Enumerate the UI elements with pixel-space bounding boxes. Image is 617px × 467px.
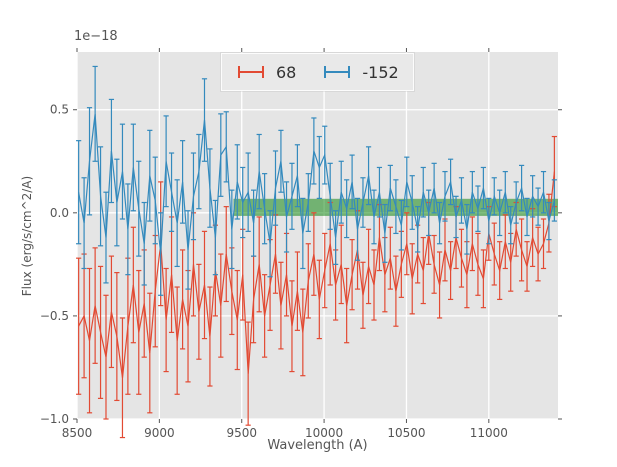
y-axis-label: Flux (erg/s/cm^2/A) [20, 175, 34, 297]
x-tick-label: 10500 [387, 426, 425, 440]
legend-entry--152: -152 [322, 62, 399, 82]
y-axis-offset-label: 1e−18 [74, 29, 118, 44]
x-tick-label: 11000 [470, 426, 508, 440]
legend-label: 68 [276, 62, 297, 82]
x-tick-label: 10000 [305, 426, 343, 440]
x-tick-label: 9500 [226, 426, 257, 440]
legend-entry-68: 68 [236, 63, 296, 82]
y-tick-label: 0.5 [50, 103, 69, 117]
series--152 [76, 65, 557, 296]
errorbar-icon [324, 66, 351, 78]
x-tick-label: 9000 [144, 426, 175, 440]
y-tick-label: 0.0 [50, 206, 69, 220]
tick-marks [73, 48, 562, 423]
legend-label: -152 [362, 62, 399, 82]
legend: 68 -152 [221, 53, 414, 91]
axes-background [77, 52, 558, 419]
y-tick-label: −0.5 [40, 309, 69, 323]
errorbar-icon [238, 66, 264, 78]
x-axis-label: Wavelength (A) [267, 438, 368, 453]
y-tick-label: −1.0 [40, 412, 69, 426]
x-tick-label: 8500 [62, 426, 93, 440]
